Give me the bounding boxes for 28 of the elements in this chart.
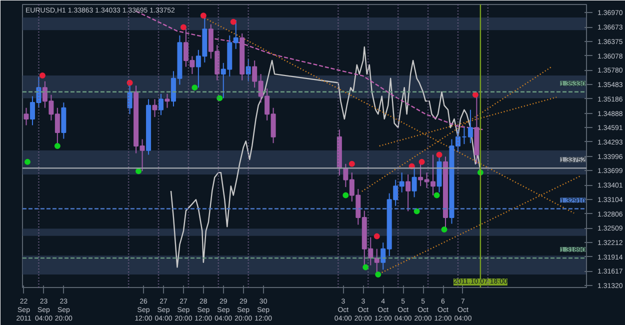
candlestick bbox=[158, 93, 164, 116]
point bbox=[24, 158, 30, 165]
candlestick bbox=[412, 166, 417, 198]
point bbox=[342, 192, 349, 198]
point bbox=[436, 152, 442, 158]
point bbox=[180, 24, 186, 30]
point bbox=[472, 92, 478, 98]
point bbox=[414, 208, 420, 214]
point bbox=[230, 18, 236, 25]
point bbox=[126, 80, 133, 86]
point bbox=[54, 143, 60, 149]
candlestick bbox=[468, 109, 473, 144]
point bbox=[136, 168, 142, 174]
candlestick bbox=[24, 107, 29, 126]
point bbox=[216, 95, 223, 102]
point bbox=[434, 192, 440, 198]
point bbox=[375, 271, 382, 278]
candlestick bbox=[406, 174, 411, 212]
point bbox=[200, 12, 206, 19]
candlestick bbox=[164, 93, 170, 108]
point bbox=[362, 264, 369, 270]
candlestick bbox=[152, 98, 158, 118]
point bbox=[374, 233, 380, 240]
point bbox=[418, 158, 425, 165]
point bbox=[39, 72, 46, 78]
point bbox=[192, 84, 198, 91]
point bbox=[348, 160, 355, 167]
point bbox=[441, 226, 448, 233]
